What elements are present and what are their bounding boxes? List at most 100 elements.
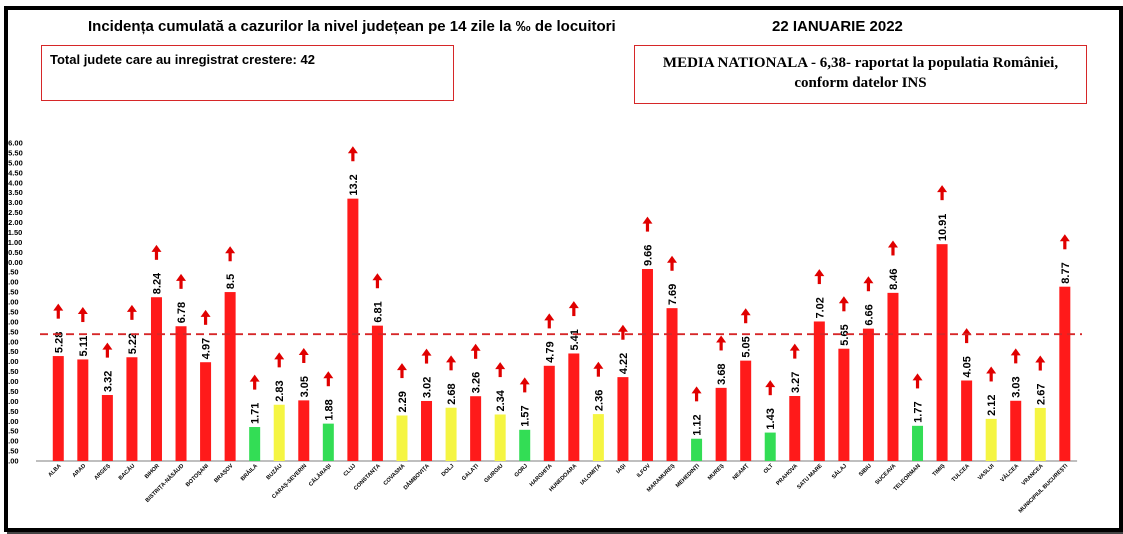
bar-value-label: 3.68 <box>716 363 728 384</box>
y-tick-label: 9.50 <box>4 268 19 277</box>
national-average-box: MEDIA NATIONALA - 6,38- raportat la popu… <box>634 45 1087 104</box>
up-arrow-icon <box>568 301 579 317</box>
y-tick-label: 7.00 <box>4 317 19 326</box>
x-category-label: ILFOV <box>636 463 652 479</box>
up-arrow-icon <box>617 324 628 340</box>
bar-value-label: 1.43 <box>765 408 777 429</box>
y-tick-label: 3.50 <box>4 387 19 396</box>
bar-value-label: 3.02 <box>422 377 434 398</box>
up-arrow-icon <box>789 343 800 359</box>
y-tick-label: 2.00 <box>4 417 19 426</box>
bar <box>200 362 212 461</box>
y-tick-label: 9.00 <box>4 278 19 287</box>
up-arrow-icon <box>225 246 236 262</box>
up-arrow-icon <box>544 313 555 329</box>
bar <box>1034 407 1046 461</box>
bar-value-label: 5.41 <box>569 329 581 350</box>
up-arrow-icon <box>372 273 383 289</box>
y-tick-label: 14.50 <box>4 168 23 177</box>
up-arrow-icon <box>249 374 260 390</box>
counties-increase-text: Total judete care au inregistrat crester… <box>50 52 315 67</box>
bar-value-label: 5.11 <box>78 336 90 357</box>
x-category-label: SĂLAJ <box>830 462 848 480</box>
bar-value-label: 2.68 <box>446 383 458 404</box>
bar <box>126 357 138 461</box>
x-category-label: BIHOR <box>144 463 161 480</box>
up-arrow-icon <box>298 347 309 363</box>
bar-value-label: 3.26 <box>471 372 483 393</box>
y-tick-label: 13.00 <box>4 198 23 207</box>
x-category-label: CONSTANȚA <box>353 463 382 492</box>
bar-value-label: 1.77 <box>913 401 925 422</box>
bar <box>912 425 924 461</box>
x-category-label: VÂLCEA <box>999 462 1020 483</box>
bar-value-label: 3.32 <box>102 371 114 392</box>
y-tick-label: 11.00 <box>4 238 22 247</box>
x-category-label: DOLJ <box>441 463 456 478</box>
y-tick-label: 10.00 <box>4 258 23 267</box>
y-tick-label: 8.50 <box>4 288 19 297</box>
y-tick-label: 16.00 <box>4 139 23 148</box>
up-arrow-icon <box>838 296 849 312</box>
x-category-label: PRAHOVA <box>775 463 799 487</box>
bar-value-label: 1.88 <box>323 399 335 420</box>
up-arrow-icon <box>937 185 948 201</box>
x-category-label: BOTOȘANI <box>185 463 210 488</box>
bar-value-label: 10.91 <box>937 214 949 242</box>
bar <box>347 198 359 461</box>
bar <box>715 387 727 461</box>
y-tick-label: 4.50 <box>4 367 19 376</box>
bar-value-label: 1.12 <box>692 414 704 435</box>
y-tick-label: 0.00 <box>4 457 19 466</box>
bar <box>1010 400 1022 461</box>
up-arrow-icon <box>765 380 776 396</box>
bar-value-label: 9.66 <box>642 245 654 266</box>
bar <box>519 429 531 461</box>
bar <box>494 414 506 461</box>
up-arrow-icon <box>126 304 137 320</box>
up-arrow-icon <box>102 342 113 358</box>
y-tick-label: 5.50 <box>4 347 19 356</box>
up-arrow-icon <box>863 276 874 292</box>
up-arrow-icon <box>519 377 530 393</box>
x-category-label: GIURGIU <box>483 463 504 484</box>
bar-value-label: 8.77 <box>1060 262 1072 283</box>
y-tick-label: 5.00 <box>4 357 19 366</box>
x-category-label: NEAMȚ <box>732 463 751 482</box>
x-category-label: GORJ <box>514 463 529 478</box>
y-tick-label: 3.00 <box>4 397 19 406</box>
chart-date: 22 IANUARIE 2022 <box>772 18 903 35</box>
x-category-label: VRANCEA <box>1021 463 1045 487</box>
up-arrow-icon <box>593 361 604 377</box>
bar-value-label: 6.81 <box>372 301 384 322</box>
bar-value-label: 5.28 <box>53 332 65 353</box>
y-tick-label: 7.50 <box>4 307 19 316</box>
up-arrow-icon <box>691 386 702 402</box>
bar-value-label: 3.05 <box>299 376 311 397</box>
chart-title: Incidența cumulată a cazurilor la nivel … <box>88 18 616 35</box>
bar <box>52 356 64 461</box>
up-arrow-icon <box>470 343 481 359</box>
bar-value-label: 2.67 <box>1035 384 1047 405</box>
up-arrow-icon <box>323 371 334 387</box>
up-arrow-icon <box>667 255 678 271</box>
bar-value-label: 2.12 <box>986 394 998 415</box>
y-tick-label: 1.50 <box>4 427 19 436</box>
national-average-line2: conform datelor INS <box>794 75 927 91</box>
up-arrow-icon <box>740 308 751 324</box>
x-category-label: MUREȘ <box>707 463 726 482</box>
x-category-label: SIBIU <box>858 463 873 478</box>
bar <box>641 269 653 461</box>
x-category-label: TIMIȘ <box>932 463 947 478</box>
bar <box>592 414 604 461</box>
counties-increase-box: Total judete care au inregistrat crester… <box>41 45 454 101</box>
bar <box>421 400 433 461</box>
national-average-line1: MEDIA NATIONALA - 6,38- raportat la popu… <box>662 55 1059 71</box>
x-category-label: HARGHITA <box>529 463 554 488</box>
up-arrow-icon <box>986 366 997 382</box>
bar-value-label: 2.83 <box>274 380 286 401</box>
bar-value-label: 7.02 <box>814 297 826 318</box>
bar-value-label: 4.79 <box>544 341 556 362</box>
x-category-label: COVASNA <box>383 463 407 487</box>
